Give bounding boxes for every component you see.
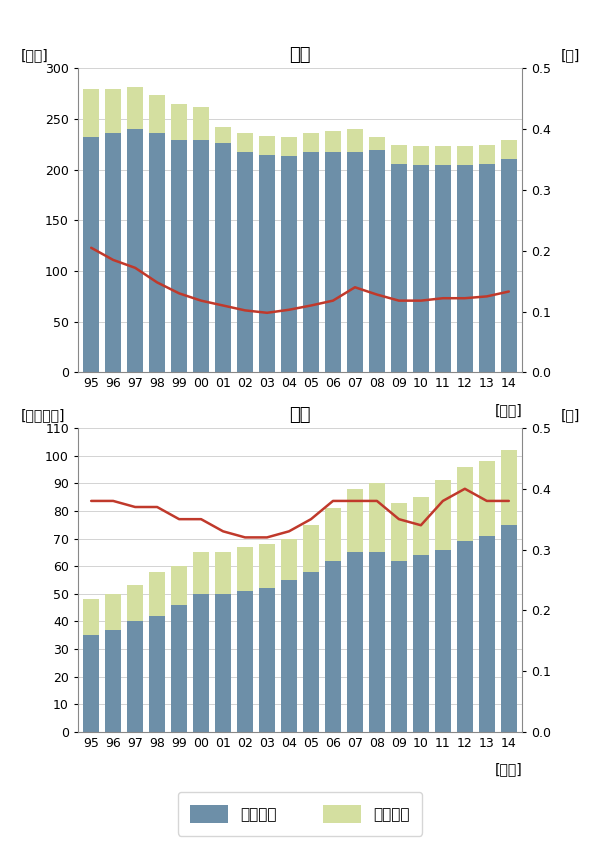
Bar (215, 144, 231, 372)
Bar (149, 572, 165, 615)
Bar (259, 136, 275, 155)
Bar (105, 630, 121, 732)
Bar (413, 164, 429, 372)
Bar (501, 450, 517, 525)
Bar (171, 140, 187, 372)
Bar (237, 591, 253, 732)
Bar (347, 489, 363, 552)
Bar (479, 536, 495, 732)
Bar (325, 131, 341, 152)
Bar (127, 621, 143, 732)
Bar (215, 552, 231, 594)
Bar (215, 128, 231, 144)
Bar (413, 555, 429, 732)
Bar (391, 502, 407, 561)
Bar (83, 599, 99, 635)
Bar (369, 484, 385, 552)
Bar (435, 146, 451, 164)
Bar (193, 107, 209, 140)
Title: 日本: 日本 (289, 46, 311, 64)
Legend: 勤労所得, 財産所得: 勤労所得, 財産所得 (178, 793, 422, 835)
Bar (149, 134, 165, 372)
Bar (83, 89, 99, 137)
Bar (369, 150, 385, 372)
Bar (83, 635, 99, 732)
Text: [倍]: [倍] (560, 49, 580, 62)
Bar (193, 594, 209, 732)
Bar (237, 547, 253, 591)
Bar (281, 137, 297, 156)
Bar (215, 594, 231, 732)
Bar (325, 508, 341, 561)
Bar (303, 572, 319, 732)
Bar (457, 467, 473, 541)
Bar (435, 550, 451, 732)
Bar (149, 615, 165, 732)
Bar (435, 164, 451, 372)
Bar (149, 95, 165, 134)
Bar (281, 156, 297, 372)
Bar (105, 134, 121, 372)
Text: [年末]: [年末] (494, 763, 522, 776)
Bar (105, 89, 121, 134)
Text: [年末]: [年末] (494, 403, 522, 417)
Bar (479, 146, 495, 163)
Bar (369, 137, 385, 150)
Bar (237, 134, 253, 152)
Bar (127, 129, 143, 372)
Bar (171, 104, 187, 140)
Bar (193, 552, 209, 594)
Bar (413, 497, 429, 555)
Bar (171, 605, 187, 732)
Bar (281, 580, 297, 732)
Bar (391, 561, 407, 732)
Text: [倍]: [倍] (560, 408, 580, 422)
Bar (259, 544, 275, 588)
Bar (501, 525, 517, 732)
Bar (83, 137, 99, 372)
Bar (347, 152, 363, 372)
Bar (501, 140, 517, 158)
Bar (303, 152, 319, 372)
Bar (281, 538, 297, 580)
Bar (347, 552, 363, 732)
Bar (457, 146, 473, 164)
Bar (325, 152, 341, 372)
Bar (259, 155, 275, 372)
Bar (391, 163, 407, 372)
Bar (391, 146, 407, 163)
Title: 米国: 米国 (289, 406, 311, 424)
Bar (303, 134, 319, 152)
Bar (193, 140, 209, 372)
Bar (171, 566, 187, 605)
Bar (347, 129, 363, 152)
Bar (237, 152, 253, 372)
Bar (479, 461, 495, 536)
Bar (501, 158, 517, 372)
Bar (127, 86, 143, 129)
Bar (369, 552, 385, 732)
Bar (325, 561, 341, 732)
Text: [千億ドル]: [千億ドル] (20, 408, 65, 422)
Bar (435, 480, 451, 550)
Bar (105, 594, 121, 630)
Bar (457, 541, 473, 732)
Bar (479, 163, 495, 372)
Bar (127, 586, 143, 621)
Bar (303, 525, 319, 572)
Bar (259, 588, 275, 732)
Bar (413, 146, 429, 164)
Text: [兆円]: [兆円] (20, 49, 48, 62)
Bar (457, 164, 473, 372)
